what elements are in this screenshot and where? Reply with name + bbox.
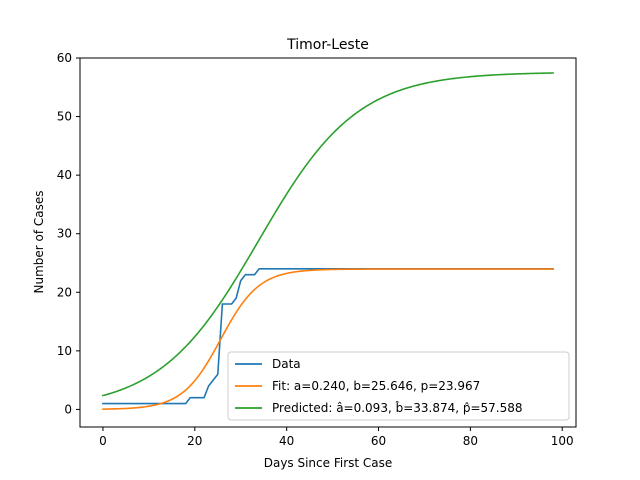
y-tick-label-5: 50: [57, 110, 72, 124]
x-tick-label-5: 100: [551, 434, 574, 448]
legend-label-1: Fit: a=0.240, b=25.646, p=23.967: [272, 379, 480, 393]
legend-box: [227, 351, 570, 421]
y-tick-label-1: 10: [57, 344, 72, 358]
plot-frame: [79, 57, 577, 428]
y-axis-label: Number of Cases: [32, 190, 46, 293]
y-tick-label-2: 20: [57, 285, 72, 299]
x-tick-label-2: 40: [279, 434, 294, 448]
legend: Data Fit: a=0.240, b=25.646, p=23.967 Pred…: [227, 351, 570, 421]
chart-title: Timor-Leste: [286, 37, 369, 53]
y-tick-label-4: 40: [57, 168, 72, 182]
y-axis: 0 10 20 30 40 50 60: [57, 51, 80, 416]
x-tick-label-0: 0: [99, 434, 107, 448]
plot-lines: [101, 72, 554, 410]
x-axis-label: Days Since First Case: [264, 456, 393, 470]
y-tick-label-6: 60: [57, 51, 72, 65]
series-line-0: [102, 268, 554, 405]
y-tick-label-3: 30: [57, 227, 72, 241]
y-tick-label-0: 0: [64, 402, 72, 416]
legend-label-0: Data: [272, 357, 301, 371]
x-axis: 0 20 40 60 80 100: [99, 427, 574, 448]
x-tick-label-1: 20: [187, 434, 202, 448]
x-tick-label-4: 80: [463, 434, 478, 448]
series-line-1: [102, 268, 554, 410]
x-tick-label-3: 60: [371, 434, 386, 448]
legend-label-2: Predicted: â=0.093, b̂=33.874, p̂=57.588: [272, 401, 523, 415]
series-line-2: [101, 72, 554, 397]
